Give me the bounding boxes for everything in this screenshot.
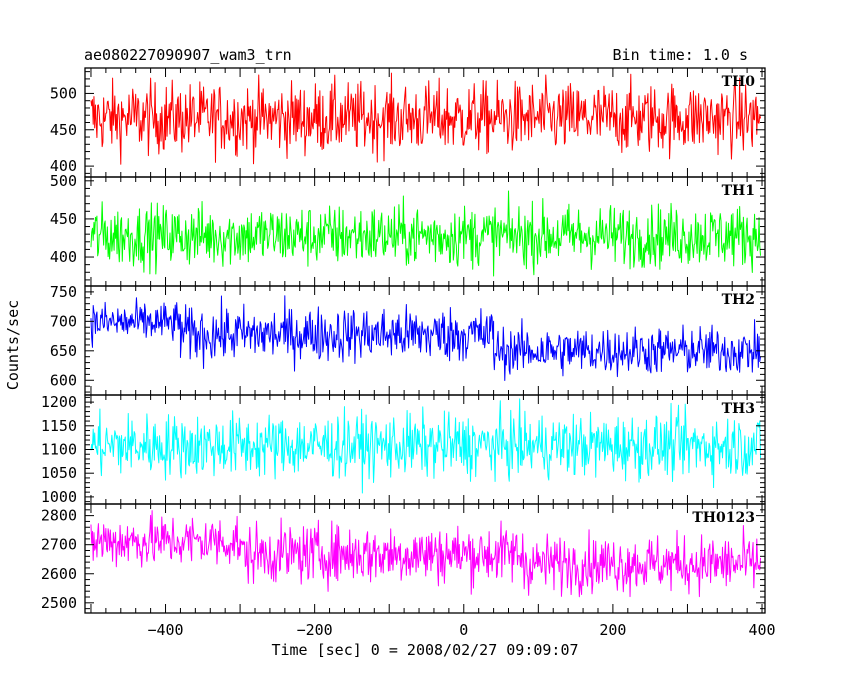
panel-frame	[84, 285, 766, 396]
y-tick-label: 400	[50, 248, 77, 266]
y-tick-label: 1200	[41, 393, 77, 411]
panel-label-th0: TH0	[722, 74, 756, 90]
y-tick-label: 2700	[41, 536, 77, 554]
y-axis-label: Counts/sec	[4, 300, 22, 390]
y-tick-label: 450	[50, 210, 77, 228]
y-tick-label: 1000	[41, 488, 77, 506]
x-axis: −400 −200 0 200 400	[147, 621, 775, 639]
y-tick-label: 750	[50, 283, 77, 301]
y-tick-label: 600	[50, 371, 77, 389]
series-line-th3	[90, 398, 762, 494]
series-line-th0123	[90, 510, 762, 598]
panel-label-th2: TH2	[722, 292, 755, 308]
x-axis-label: Time [sec] 0 = 2008/02/27 09:09:07	[271, 641, 578, 659]
panels-group: 400 450 500 TH0 400 450 500 TH1 600 650 700 750 TH2 1…	[41, 67, 766, 614]
y-tick-label: 500	[50, 172, 77, 190]
panel-th2: 600 650 700 750 TH2	[50, 283, 766, 396]
series-line-th1	[90, 190, 762, 277]
panel-th3: 1000 1050 1100 1150 1200 TH3	[41, 393, 766, 506]
x-tick-label: 200	[599, 621, 626, 639]
y-tick-label: 2600	[41, 565, 77, 583]
y-tick-label: 1150	[41, 417, 77, 435]
y-tick-label: 1100	[41, 441, 77, 459]
y-tick-label: 2500	[41, 594, 77, 612]
panel-th0: 400 450 500 TH0	[50, 67, 766, 178]
chart-title: ae080227090907_wam3_trn	[84, 46, 292, 64]
x-tick-label: −200	[297, 621, 333, 639]
panel-frame	[84, 503, 766, 614]
y-tick-label: 700	[50, 312, 77, 330]
y-tick-label: 500	[50, 84, 77, 102]
series-line-th2	[90, 295, 762, 381]
y-tick-label: 400	[50, 157, 77, 175]
panel-th1: 400 450 500 TH1	[50, 172, 766, 287]
y-tick-label: 1050	[41, 464, 77, 482]
panel-label-th3: TH3	[722, 401, 755, 417]
y-tick-label: 2800	[41, 507, 77, 525]
panel-label-th0123: TH0123	[692, 510, 755, 526]
x-tick-label: 0	[459, 621, 468, 639]
panel-label-th1: TH1	[722, 183, 755, 199]
y-tick-label: 450	[50, 121, 77, 139]
y-tick-label: 650	[50, 342, 77, 360]
x-tick-label: 400	[748, 621, 775, 639]
bin-time-label: Bin time: 1.0 s	[613, 46, 748, 64]
panel-th0123: 2500 2600 2700 2800 TH0123	[41, 503, 766, 614]
series-line-th0	[90, 72, 762, 165]
panel-frame	[84, 176, 766, 287]
x-tick-label: −400	[147, 621, 183, 639]
